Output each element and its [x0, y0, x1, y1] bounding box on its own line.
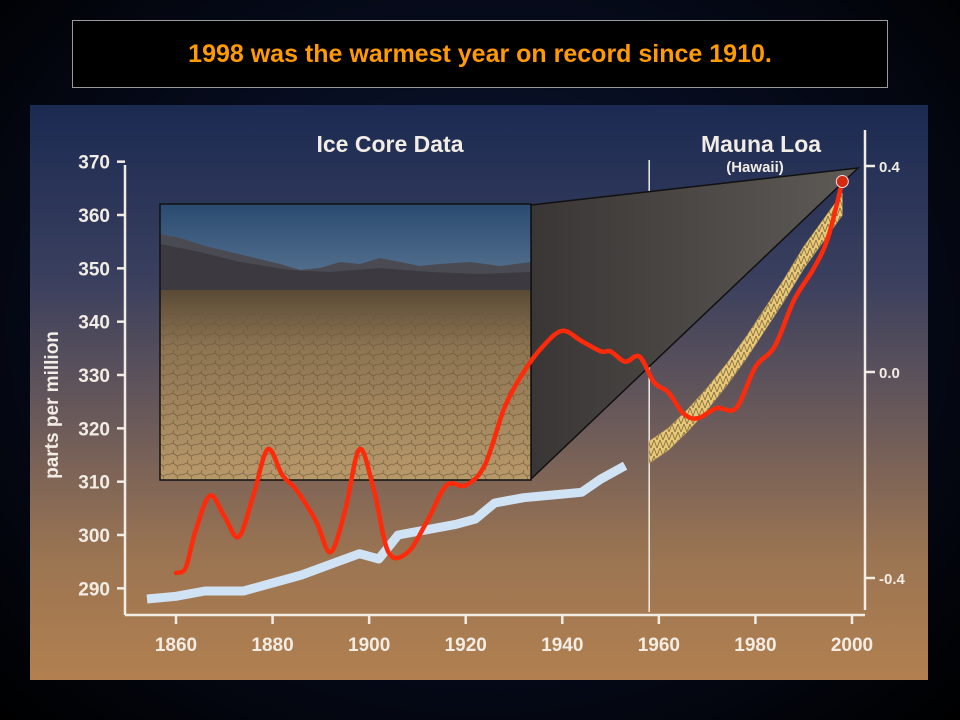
y-tick-label: 360	[78, 206, 110, 227]
x-tick-label: 1900	[348, 635, 390, 656]
y-axis-ticks: 290 300 310 320 330 340 350 360 370	[78, 153, 125, 600]
y-tick-label: 370	[78, 153, 110, 174]
temperature-anomaly-series	[173, 179, 845, 576]
y-tick-label: 350	[78, 259, 110, 280]
y-axis-label: parts per million	[42, 331, 63, 479]
x-tick-label: 1980	[734, 635, 776, 656]
y-tick-label: 340	[78, 313, 110, 334]
ice-core-label: Ice Core Data	[316, 131, 463, 157]
mauna-loa-seasonal-cycle	[649, 193, 843, 464]
mauna-loa-sublabel: (Hawaii)	[726, 159, 784, 176]
right-tick-label: -0.4	[879, 571, 906, 588]
y-tick-label: 300	[78, 526, 110, 547]
x-tick-label: 1860	[155, 635, 197, 656]
y-tick-label: 310	[78, 473, 110, 494]
right-tick-label: 0.0	[879, 365, 900, 382]
x-axis-ticks: 1860 1880 1900 1920 1940 1960 1980 2000	[155, 615, 873, 656]
dry-lakebed-photo	[159, 203, 532, 481]
x-tick-label: 1880	[251, 635, 293, 656]
right-tick-label: 0.4	[879, 159, 901, 176]
record-1998-marker	[835, 175, 849, 188]
x-tick-label: 2000	[831, 635, 873, 656]
zoom-projection	[530, 167, 861, 481]
y-tick-label: 320	[78, 419, 110, 440]
y-tick-label: 330	[78, 366, 110, 387]
x-tick-label: 1960	[638, 635, 680, 656]
title-box: 1998 was the warmest year on record sinc…	[72, 20, 888, 88]
ice-core-co2-series	[146, 461, 628, 604]
right-axis-ticks: 0.4 0.0 -0.4	[865, 159, 906, 588]
y-tick-label: 290	[78, 579, 110, 600]
x-tick-label: 1940	[541, 635, 583, 656]
slide-title: 1998 was the warmest year on record sinc…	[188, 39, 772, 68]
x-tick-label: 1920	[445, 635, 487, 656]
mauna-loa-label: Mauna Loa	[701, 131, 821, 157]
